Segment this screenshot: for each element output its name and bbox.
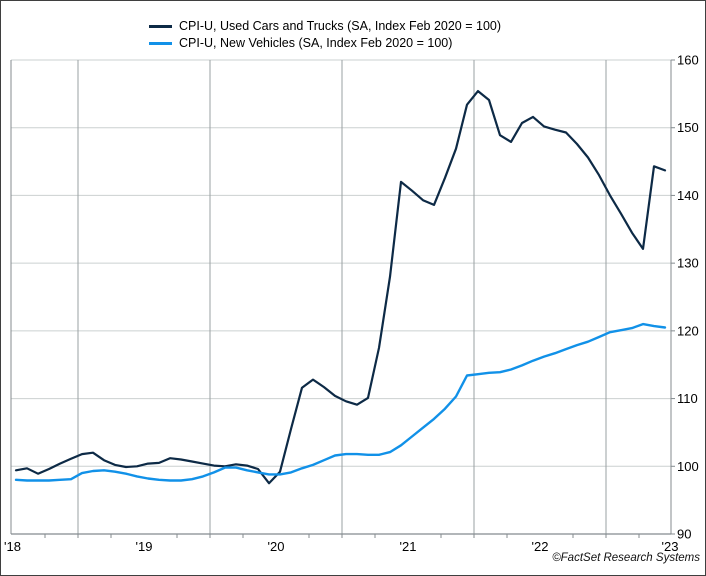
y-tick-label: 120 (677, 323, 699, 338)
axis-ticks (44, 59, 675, 538)
x-tick-label: '19 (136, 539, 153, 554)
legend-item-used-cars: CPI-U, Used Cars and Trucks (SA, Index F… (149, 19, 501, 34)
series-line-used-cars (14, 89, 667, 485)
x-tick-label: '22 (532, 539, 549, 554)
legend-label-new-vehicles: CPI-U, New Vehicles (SA, Index Feb 2020 … (179, 36, 453, 50)
y-tick-label: 90 (677, 527, 691, 542)
legend-swatch-new-vehicles (149, 42, 172, 45)
x-tick-label: '20 (268, 539, 285, 554)
legend-swatch-used-cars (149, 25, 172, 28)
x-tick-label: '23 (662, 539, 679, 554)
legend-item-new-vehicles: CPI-U, New Vehicles (SA, Index Feb 2020 … (149, 36, 501, 51)
y-axis-labels: 90 100 110 120 130 140 150 160 (677, 53, 699, 542)
x-axis-labels: '18 '19 '20 '21 '22 '23 (4, 539, 678, 554)
x-tick-label: '18 (4, 539, 21, 554)
y-tick-label: 110 (677, 391, 698, 406)
legend: CPI-U, Used Cars and Trucks (SA, Index F… (149, 19, 501, 51)
plot-frame (10, 60, 672, 535)
y-tick-label: 130 (677, 256, 699, 271)
legend-label-used-cars: CPI-U, Used Cars and Trucks (SA, Index F… (179, 19, 502, 33)
series-line-new-vehicles (14, 322, 667, 482)
y-tick-label: 140 (677, 188, 699, 203)
factset-credit: ©FactSet Research Systems (552, 552, 700, 564)
y-tick-label: 100 (677, 459, 699, 474)
y-tick-label: 160 (677, 53, 699, 68)
x-tick-label: '21 (400, 539, 417, 554)
series-lines (14, 89, 667, 485)
y-tick-label: 150 (677, 120, 699, 135)
horizontal-gridlines (11, 59, 671, 467)
